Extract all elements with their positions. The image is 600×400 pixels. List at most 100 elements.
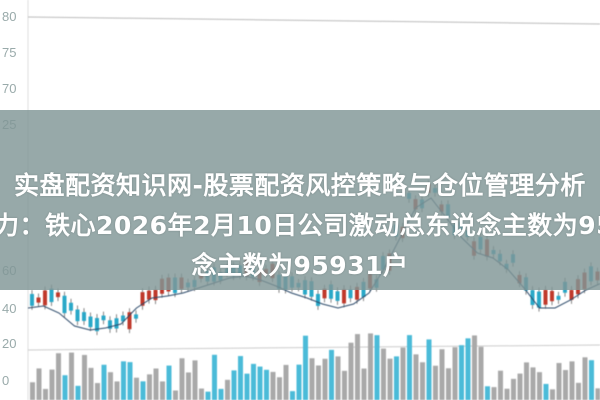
candle-body — [69, 302, 73, 311]
volume-bar — [309, 358, 315, 400]
volume-bar — [368, 333, 373, 400]
candle-body — [140, 292, 145, 306]
volume-bar — [62, 375, 68, 400]
candle-body — [316, 293, 320, 306]
volume-bar — [36, 368, 42, 400]
volume-bar — [459, 345, 464, 400]
volume-bar — [595, 388, 600, 400]
volume-bar — [498, 370, 503, 400]
volume-bar — [251, 363, 256, 400]
volume-bar — [342, 370, 347, 400]
volume-bar — [465, 338, 471, 400]
candle-body — [114, 318, 119, 329]
volume-bar — [556, 363, 562, 400]
candle-body — [75, 309, 80, 322]
volume-bar — [192, 360, 198, 400]
volume-bar — [108, 372, 113, 400]
candle-body — [56, 292, 60, 298]
candle-body — [101, 315, 106, 321]
volume-bar — [374, 335, 380, 400]
volume-bar — [296, 364, 302, 400]
volume-bar — [264, 369, 269, 400]
volume-bar — [504, 388, 510, 400]
axis-tick: 75 — [2, 45, 17, 60]
volume-bar — [290, 391, 295, 400]
volume-bar — [407, 335, 412, 400]
grid-line — [27, 344, 600, 351]
volume-bar — [147, 374, 152, 400]
volume-bar — [101, 364, 107, 400]
volume-bar — [114, 381, 120, 400]
volume-bar — [316, 365, 321, 400]
candle-body — [530, 290, 535, 305]
candle-body — [329, 284, 333, 299]
volume-bar — [95, 383, 100, 400]
volume-bar — [303, 335, 308, 400]
axis-tick: 20 — [2, 336, 17, 351]
volume-bar — [491, 387, 497, 400]
volume-bar — [218, 388, 224, 400]
volume-bar — [225, 379, 230, 400]
volume-bar — [121, 361, 126, 400]
volume-bar — [329, 349, 334, 400]
volume-bar — [140, 381, 146, 400]
volume-bar — [199, 388, 204, 400]
volume-bar — [576, 382, 581, 400]
volume-bar — [485, 386, 490, 400]
candle-body — [153, 289, 158, 301]
candle-body — [355, 286, 359, 300]
headline-line-2: 力：铁心2026年2月10日公司激动总东说念主数为95 — [0, 211, 600, 240]
volume-bar — [439, 349, 445, 400]
candle-body — [82, 312, 86, 321]
axis-tick: 40 — [2, 301, 17, 316]
volume-bar — [524, 362, 529, 400]
candle-body — [62, 295, 67, 314]
grid-line — [27, 16, 600, 25]
candle-body — [49, 288, 54, 303]
volume-bar — [550, 389, 555, 400]
volume-bar — [426, 339, 432, 400]
volume-bar — [30, 382, 35, 400]
volume-bar — [569, 361, 575, 400]
candle-body — [108, 320, 112, 329]
candle-body — [335, 291, 340, 301]
volume-bar — [82, 354, 87, 400]
volume-bar — [387, 358, 393, 400]
candle-body — [556, 295, 561, 300]
volume-bar — [231, 370, 237, 400]
candle-body — [30, 293, 34, 306]
candle-body — [43, 290, 47, 306]
volume-bar — [257, 366, 263, 400]
candle-body — [550, 290, 554, 302]
volume-bar — [186, 372, 191, 400]
candle-body — [121, 315, 125, 322]
volume-bar — [511, 378, 516, 400]
volume-bar — [452, 347, 458, 400]
volume-bar — [244, 373, 250, 400]
volume-bar — [283, 364, 289, 400]
candle-body — [569, 289, 574, 300]
volume-bar — [173, 390, 178, 400]
volume-bar — [153, 368, 159, 400]
volume-bar — [277, 377, 282, 400]
candle-body — [342, 289, 346, 304]
candle-body — [322, 288, 327, 299]
candle-body — [537, 291, 541, 308]
volume-bar — [205, 391, 211, 400]
headline-line-1: 实盘配资知识网-股票配资风控策略与仓位管理分析 — [14, 171, 586, 200]
volume-bar — [563, 370, 568, 400]
volume-bar — [420, 362, 425, 400]
volume-bar — [127, 362, 133, 400]
volume-bar — [413, 354, 419, 400]
candle-body — [147, 290, 151, 300]
volume-bar — [166, 365, 172, 400]
volume-bar — [537, 372, 542, 400]
volume-bar — [69, 352, 74, 400]
volume-bar — [49, 369, 55, 400]
volume-bar — [322, 358, 328, 400]
volume-bar — [88, 367, 94, 400]
volume-bar — [355, 334, 360, 400]
volume-bar — [212, 354, 217, 400]
volume-bar — [400, 347, 406, 400]
volume-bar — [160, 381, 165, 400]
